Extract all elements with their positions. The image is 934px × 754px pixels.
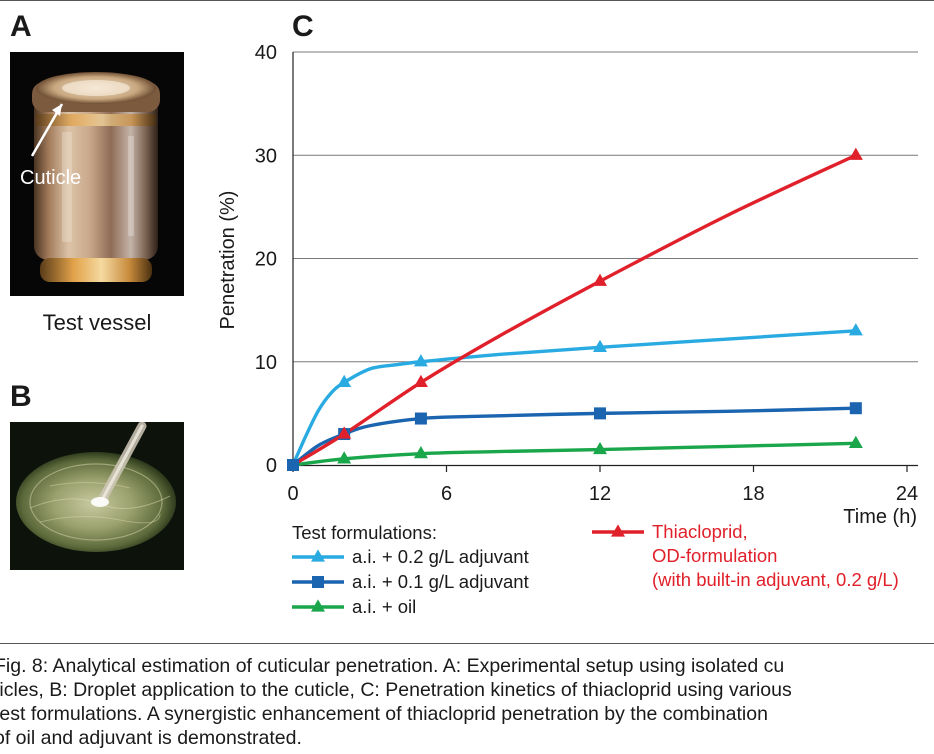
series-line-0 (291, 329, 858, 467)
test-vessel-photo: Cuticle (10, 52, 184, 296)
data-point-s0-4 (848, 323, 863, 336)
data-point-s3-1 (337, 426, 352, 439)
x-tick-label: 24 (896, 483, 918, 505)
origin-point (287, 459, 299, 471)
cuticle-annotation: Cuticle (20, 167, 81, 189)
legend-heading: Test formulations: (292, 522, 437, 543)
legend-label-3-line-2: (with built-in adjuvant, 0.2 g/L) (652, 569, 899, 590)
y-tick-label: 10 (255, 352, 277, 374)
data-point-s3-4 (848, 147, 863, 160)
legend-label-2: a.i. + oil (352, 596, 416, 617)
droplet-application-photo (10, 422, 184, 570)
series-line-3 (291, 153, 858, 467)
legend-marker-3 (611, 524, 625, 537)
series-line-1 (291, 406, 858, 467)
caption-line-3: test formulations. A synergistic enhance… (0, 703, 768, 725)
y-tick-label: 20 (255, 249, 277, 271)
test-vessel-label: Test vessel (42, 310, 152, 335)
y-axis-label: Penetration (%) (217, 191, 239, 330)
x-axis-label: Time (h) (843, 506, 917, 528)
panel-letter-a: A (10, 10, 32, 43)
data-point-s2-4 (848, 435, 863, 448)
legend-label-3-line-1: OD-formulation (652, 545, 777, 566)
cuticle-arrowhead (52, 104, 62, 116)
x-ticks: 0 6 12 18 24 (287, 465, 918, 505)
series-markers (287, 147, 863, 471)
legend: Test formulations: a.i. + 0.2 g/L adjuva… (292, 521, 899, 617)
data-point-s2-2 (413, 446, 428, 459)
figure-caption: Fig. 8: Analytical estimation of cuticul… (0, 654, 934, 750)
legend-label-1: a.i. + 0.1 g/L adjuvant (352, 571, 529, 592)
caption-rule (0, 643, 934, 644)
series-line-2 (291, 441, 858, 467)
data-point-s0-3 (593, 339, 607, 352)
y-ticks: 0 10 20 30 40 (255, 42, 277, 477)
y-tick-label: 40 (255, 42, 277, 64)
axes (292, 52, 918, 467)
gridlines (293, 51, 918, 363)
data-point-s2-1 (337, 451, 352, 464)
panel-letter-b: B (10, 380, 32, 413)
data-point-s2-3 (593, 441, 607, 455)
panel-letter-c: C (292, 10, 314, 43)
x-tick-label: 6 (441, 483, 452, 505)
data-point-s1-3 (594, 407, 606, 420)
legend-marker-1 (312, 576, 324, 588)
top-rule (0, 0, 934, 1)
y-tick-label: 0 (266, 455, 277, 477)
data-point-s1-4 (849, 402, 862, 415)
data-point-s3-2 (413, 374, 428, 388)
x-tick-label: 0 (287, 483, 298, 505)
y-tick-label: 30 (255, 145, 277, 167)
legend-marker-0 (311, 549, 325, 562)
penetration-chart: 0 10 20 30 40 0 6 12 18 24 Penetration (%) Time … (217, 42, 918, 617)
caption-line-2: ticles, B: Droplet application to the cu… (0, 679, 792, 701)
test-vessel-image: Cuticle (20, 72, 160, 282)
caption-line-1: Fig. 8: Analytical estimation of cuticul… (0, 655, 785, 677)
legend-marker-2 (311, 599, 325, 612)
droplet-image (16, 422, 176, 552)
legend-label-3-line-0: Thiacloprid, (652, 521, 748, 542)
legend-label-0: a.i. + 0.2 g/L adjuvant (352, 546, 529, 567)
data-point-s1-2 (414, 412, 427, 425)
data-point-s0-1 (337, 374, 352, 388)
caption-line-4: of oil and adjuvant is demonstrated. (0, 727, 302, 749)
x-tick-label: 18 (742, 483, 764, 505)
x-tick-label: 12 (589, 483, 611, 505)
data-point-s0-2 (413, 354, 428, 367)
data-point-s3-3 (593, 273, 607, 286)
series-lines (291, 153, 858, 467)
